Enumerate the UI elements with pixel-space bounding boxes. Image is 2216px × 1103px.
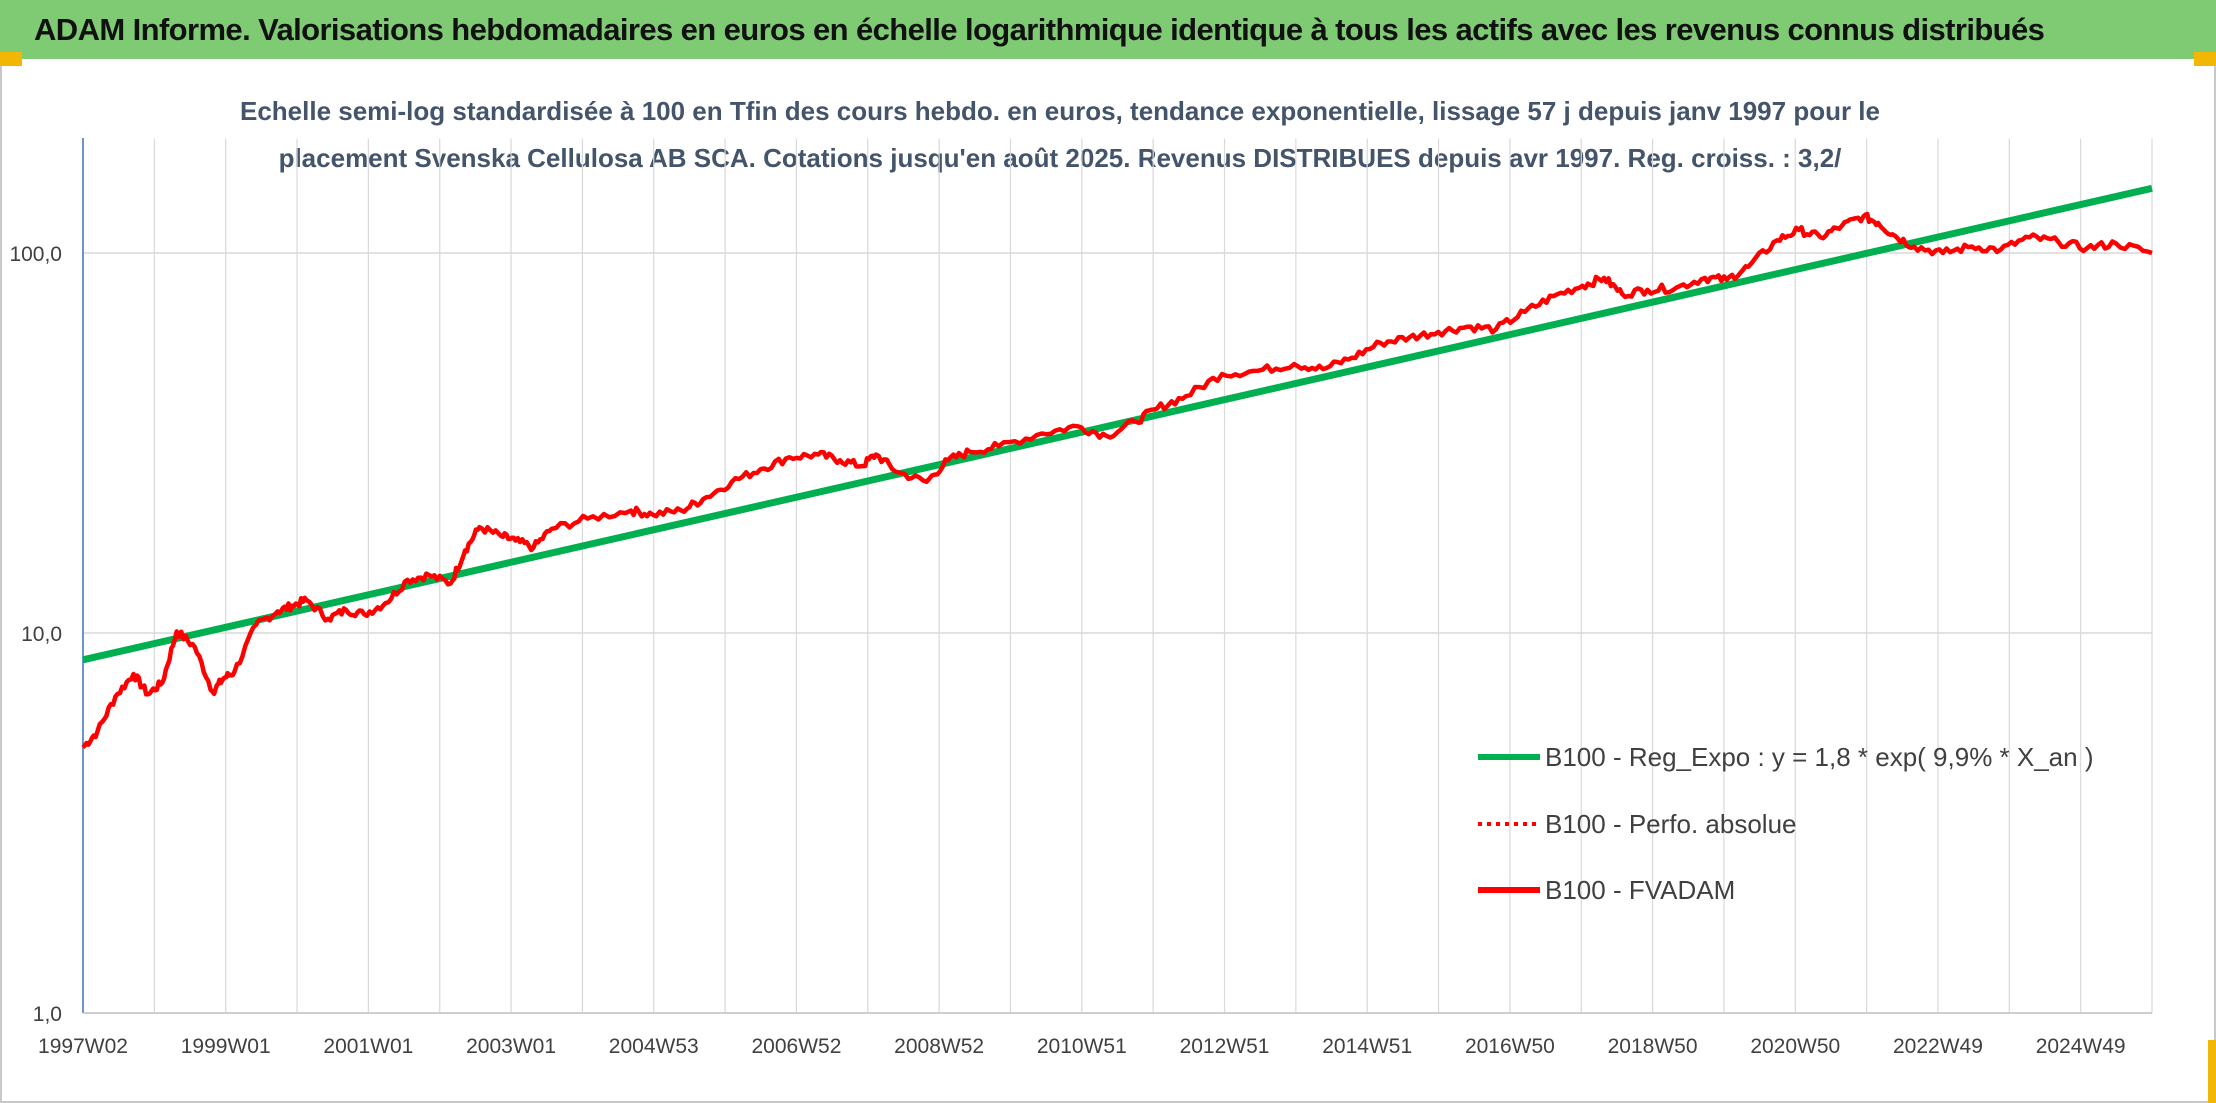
report-title: ADAM Informe. Valorisations hebdomadaire… xyxy=(34,11,2045,47)
corner-marker-top-right xyxy=(2194,52,2216,66)
x-tick-label: 2004W53 xyxy=(609,1035,699,1058)
x-tick-label: 2018W50 xyxy=(1608,1035,1698,1058)
x-tick-label: 2014W51 xyxy=(1322,1035,1412,1058)
chart-title-line-1: Echelle semi-log standardisée à 100 en T… xyxy=(239,96,1880,126)
x-tick-label: 1999W01 xyxy=(181,1035,271,1058)
x-tick-label: 2003W01 xyxy=(466,1035,556,1058)
grid-lines xyxy=(82,138,2153,1013)
legend-label: B100 - Perfo. absolue xyxy=(1545,809,1797,839)
y-tick-label: 100,0 xyxy=(9,243,62,266)
legend-label: B100 - FVADAM xyxy=(1545,875,1735,905)
x-tick-label: 2022W49 xyxy=(1893,1035,1983,1058)
x-tick-label: 2020W50 xyxy=(1750,1035,1840,1058)
legend-label: B100 - Reg_Expo : y = 1,8 * exp( 9,9% * … xyxy=(1545,742,2094,772)
corner-marker-top-left xyxy=(0,52,22,66)
y-tick-label: 10,0 xyxy=(21,623,62,646)
x-tick-label: 2024W49 xyxy=(2036,1035,2126,1058)
x-tick-label: 2001W01 xyxy=(323,1035,413,1058)
series-line-fvadam xyxy=(81,211,2153,749)
report-title-banner: ADAM Informe. Valorisations hebdomadaire… xyxy=(0,0,2216,62)
corner-marker-bottom-right xyxy=(2208,1040,2216,1103)
chart-legend: B100 - Reg_Expo : y = 1,8 * exp( 9,9% * … xyxy=(1478,742,2094,905)
x-tick-label: 2008W52 xyxy=(894,1035,984,1058)
y-tick-label: 1,0 xyxy=(33,1003,62,1026)
x-tick-label: 2012W51 xyxy=(1180,1035,1270,1058)
x-tick-label: 2006W52 xyxy=(751,1035,841,1058)
x-tick-label: 2016W50 xyxy=(1465,1035,1555,1058)
trend-line-reg-expo xyxy=(82,184,2153,664)
x-tick-label: 2010W51 xyxy=(1037,1035,1127,1058)
x-tick-label: 1997W02 xyxy=(38,1035,128,1058)
